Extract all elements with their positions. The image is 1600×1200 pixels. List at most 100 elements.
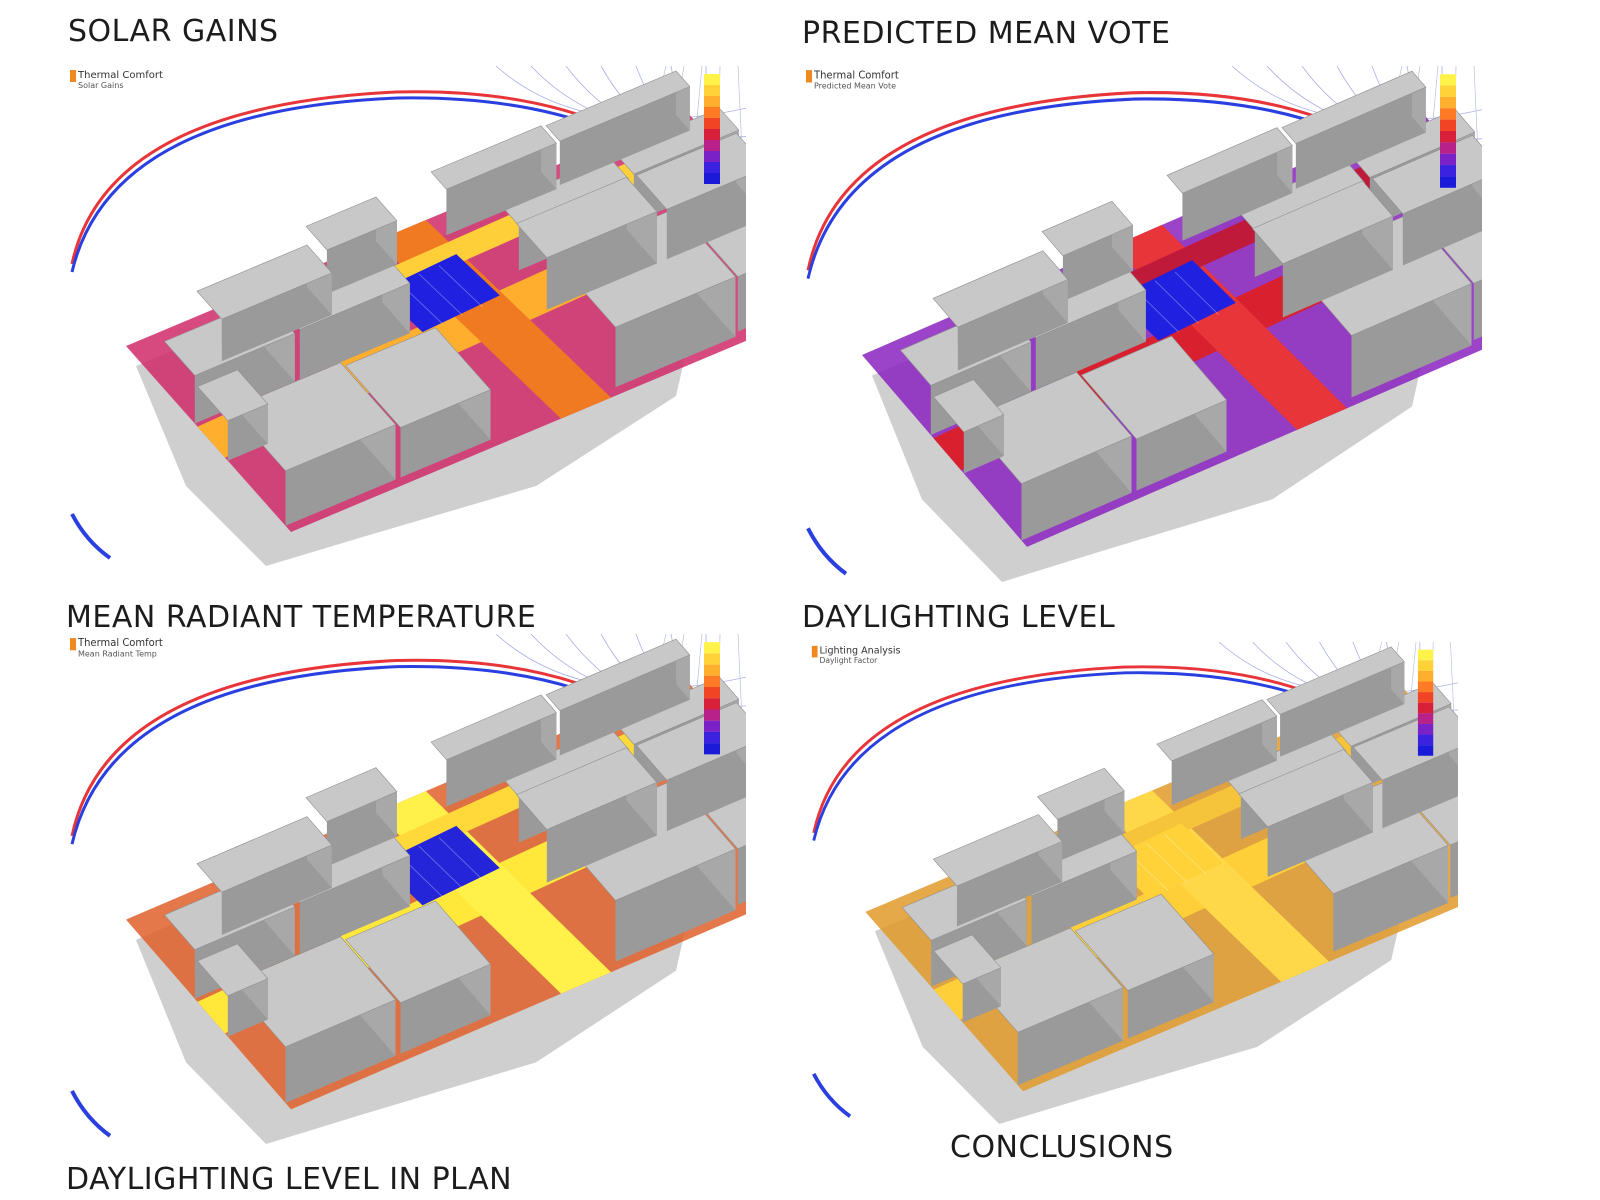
building-roof — [1041, 200, 1134, 257]
legend-scale-swatch — [704, 129, 720, 140]
legend-scale-swatch — [1417, 713, 1434, 724]
analysis-grid-line — [418, 845, 463, 889]
legend-scale-swatch — [1417, 692, 1434, 703]
building-roof — [229, 362, 397, 472]
legend-scale-swatch — [704, 85, 720, 96]
building-front-face — [446, 712, 557, 807]
sun-path-arc-lower — [70, 513, 112, 560]
legend-scale-swatch — [704, 720, 720, 732]
building-front-face — [1382, 748, 1458, 829]
building-front-face — [1171, 716, 1277, 806]
heading-conclusions: CONCLUSIONS — [950, 1130, 1174, 1165]
building-roof — [1238, 749, 1374, 828]
building-front-face — [615, 276, 736, 388]
heading-predicted-mean-vote: PREDICTED MEAN VOTE — [802, 16, 1171, 51]
legend-header-marker — [806, 70, 812, 83]
building-front-face — [1182, 145, 1293, 241]
legend-scale-swatch — [704, 731, 720, 744]
building-front-face — [285, 424, 396, 526]
legend-scale-swatch — [704, 118, 720, 129]
building-front-face — [1267, 782, 1373, 877]
legend-scale-swatch — [1440, 96, 1456, 109]
building-roof — [1266, 646, 1405, 715]
legend-scale-swatch — [704, 96, 720, 107]
analysis-grid-line — [1145, 842, 1188, 883]
legend-scale-swatch — [704, 664, 720, 676]
legend-scale-swatch — [1417, 660, 1434, 671]
legend-scale-swatch — [704, 675, 720, 688]
legend-scale-swatch — [1417, 745, 1434, 756]
legend-scale-swatch — [704, 653, 720, 665]
building-front-face — [1035, 290, 1146, 390]
building-front-face — [546, 782, 657, 883]
legend-scale-swatch — [1440, 153, 1456, 166]
building-roof — [344, 900, 492, 1004]
building-roof — [430, 125, 557, 190]
building-front-face — [957, 279, 1068, 371]
legend-header-marker — [811, 645, 818, 658]
building-front-face — [615, 849, 736, 962]
building-front-face — [299, 283, 410, 380]
building-roof — [229, 936, 397, 1048]
legend-subtitle: Predicted Mean Vote — [814, 81, 896, 91]
building-roof — [1156, 699, 1278, 762]
building-front-face — [1021, 436, 1132, 541]
legend-scale-swatch — [1440, 74, 1456, 86]
building-roof — [933, 934, 1002, 985]
legend-header-marker — [70, 70, 76, 82]
building-roof — [196, 943, 269, 997]
legend-scale-swatch — [704, 642, 720, 654]
legend-scale-swatch — [704, 743, 720, 755]
building-roof — [196, 244, 333, 320]
building-roof — [1080, 335, 1228, 440]
heading-mean-radiant-temperature: MEAN RADIANT TEMPERATURE — [66, 600, 537, 635]
building-front-face — [1031, 851, 1137, 945]
building-roof — [515, 177, 658, 259]
building-front-face — [1351, 283, 1472, 398]
building-front-face — [737, 845, 746, 905]
building-roof — [344, 327, 492, 428]
building-roof — [545, 638, 691, 711]
building-roof — [305, 767, 398, 823]
building-front-face — [1295, 87, 1426, 189]
building-front-face — [1402, 179, 1482, 266]
building-roof — [196, 816, 333, 893]
analysis-grid-line — [1164, 834, 1207, 875]
building-front-face — [1280, 661, 1405, 757]
building-front-face — [1017, 987, 1124, 1086]
building-roof — [964, 927, 1124, 1033]
legend-subtitle: Daylight Factor — [819, 656, 878, 665]
legend-scale-swatch — [704, 151, 720, 162]
building-front-face — [221, 272, 332, 362]
legend-scale-swatch — [1417, 649, 1434, 661]
analysis-panel-mean-radiant-temperature: Thermal Comfort Mean Radiant Temp — [66, 634, 746, 1144]
building-front-face — [1282, 216, 1393, 318]
sun-path-arc-lower — [806, 527, 848, 576]
legend-scale-swatch — [704, 709, 720, 721]
building-roof — [932, 250, 1069, 328]
analysis-panel-daylighting-level: Lighting Analysis Daylight Factor — [808, 642, 1458, 1124]
analysis-grid-line — [418, 273, 463, 316]
legend-scale-swatch — [704, 687, 720, 699]
building-front-face — [221, 845, 332, 936]
legend-title: Lighting Analysis — [819, 646, 900, 657]
legend-scale-swatch — [1440, 119, 1456, 132]
building-front-face — [285, 999, 396, 1103]
building-roof — [932, 814, 1063, 887]
legend-title: Thermal Comfort — [77, 70, 163, 81]
analysis-panel-predicted-mean-vote: Thermal Comfort Predicted Mean Vote — [802, 66, 1482, 582]
legend-scale-swatch — [704, 107, 720, 118]
heading-daylighting-level-in-plan: DAYLIGHTING LEVEL IN PLAN — [66, 1162, 513, 1197]
heading-solar-gains: SOLAR GAINS — [68, 14, 279, 49]
building-roof — [545, 70, 691, 142]
building-roof — [965, 371, 1133, 485]
legend-scale-swatch — [1440, 108, 1456, 120]
building-roof — [305, 196, 398, 251]
legend-subtitle: Solar Gains — [78, 81, 124, 90]
